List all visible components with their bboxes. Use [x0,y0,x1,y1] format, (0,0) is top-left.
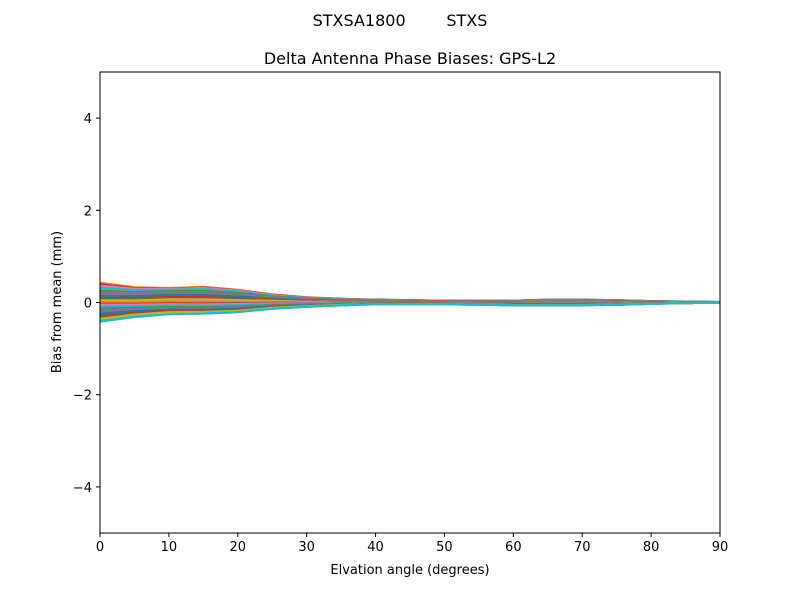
x-tick-label: 0 [96,540,104,555]
y-tick-label: 0 [84,297,92,312]
chart-title: Delta Antenna Phase Biases: GPS-L2 [264,49,556,68]
x-axis-label: Elvation angle (degrees) [330,563,489,578]
y-tick-label: 4 [84,112,92,127]
x-tick-label: 90 [712,540,729,555]
x-axis: 0 10 20 30 40 50 60 70 80 90 [96,533,728,555]
x-tick-label: 40 [367,540,384,555]
y-tick-label: −2 [73,389,92,404]
x-tick-label: 20 [230,540,247,555]
y-axis-label: Bias from mean (mm) [50,231,65,373]
x-tick-label: 80 [643,540,660,555]
plot-area-lines [99,281,721,323]
x-tick-label: 60 [505,540,522,555]
y-tick-label: 2 [84,204,92,219]
y-tick-label: −4 [73,481,92,496]
figure-suptitle: STXSA1800 STXS [313,11,488,30]
y-axis: −4 −2 0 2 4 [73,112,100,496]
x-tick-label: 50 [436,540,453,555]
x-tick-label: 30 [298,540,315,555]
x-tick-label: 10 [161,540,178,555]
x-tick-label: 70 [574,540,591,555]
bias-curve [99,301,721,323]
